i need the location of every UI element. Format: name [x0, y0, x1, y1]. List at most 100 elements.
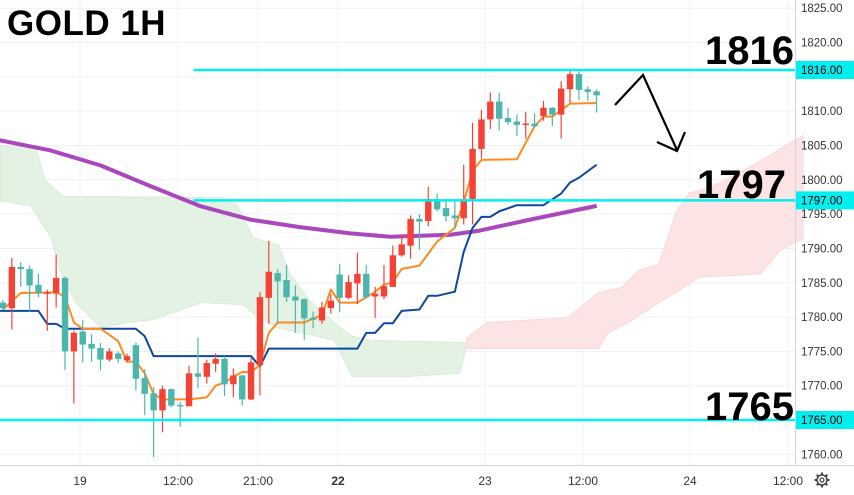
- candle-body: [398, 244, 405, 256]
- candle: [283, 264, 290, 302]
- price-badge-label: 1816.00: [801, 65, 843, 77]
- candle-body: [425, 199, 432, 221]
- candle-body: [371, 293, 379, 297]
- candle-body: [97, 347, 104, 360]
- candle-body: [88, 343, 95, 349]
- candle-body: [141, 378, 148, 394]
- candle-body: [239, 375, 246, 400]
- candle: [549, 107, 556, 127]
- candle-body: [150, 393, 157, 411]
- candle: [495, 92, 503, 131]
- x-tick-label: 24: [683, 474, 697, 488]
- y-tick-label: 1790.00: [801, 243, 843, 255]
- candle-body: [114, 353, 122, 359]
- candle-body: [451, 215, 459, 219]
- candle-body: [460, 199, 467, 219]
- candle-body: [177, 404, 184, 407]
- y-tick-label: 1825.00: [801, 3, 843, 15]
- candle: [61, 276, 69, 370]
- candle: [8, 258, 16, 330]
- cloud-bullish: [0, 145, 467, 378]
- x-tick-label: 23: [478, 474, 492, 488]
- candle-body: [495, 101, 503, 119]
- candle: [398, 234, 405, 257]
- candle-body: [327, 300, 335, 309]
- candle-body: [79, 331, 86, 345]
- candle-body: [487, 101, 494, 120]
- candle: [185, 365, 193, 407]
- arrow-path: [614, 73, 679, 151]
- candle: [150, 387, 157, 458]
- y-tick-label: 1760.00: [801, 449, 843, 461]
- candle: [363, 264, 370, 299]
- candle: [168, 388, 175, 407]
- candle-body: [336, 274, 343, 298]
- chart-title: GOLD 1H: [7, 4, 167, 43]
- candle: [26, 265, 33, 312]
- candle: [531, 113, 538, 128]
- candles: [0, 70, 600, 458]
- x-tick-label: 19: [73, 474, 87, 488]
- y-tick-label: 1800.00: [801, 175, 843, 187]
- candle-body: [309, 317, 317, 320]
- x-tick-label: 22: [331, 474, 345, 488]
- price-badge: [796, 61, 854, 79]
- candle: [425, 186, 432, 227]
- y-tick-label: 1785.00: [801, 278, 843, 290]
- candle-body: [531, 123, 538, 127]
- candle: [593, 89, 600, 113]
- candle: [221, 356, 228, 396]
- y-tick-label: 1805.00: [801, 140, 843, 152]
- candle-body: [566, 74, 574, 90]
- y-tick-label: 1810.00: [801, 106, 843, 118]
- candle-body: [557, 88, 565, 115]
- level-label-1797: 1797: [697, 163, 786, 207]
- candle: [371, 286, 379, 318]
- candle: [247, 358, 255, 401]
- candle-body: [265, 271, 272, 298]
- price-badge: [796, 411, 854, 430]
- candle: [478, 109, 485, 159]
- arrow-head: [656, 131, 687, 153]
- candle: [132, 342, 140, 391]
- moving-average-line: [0, 138, 598, 239]
- candle: [114, 351, 122, 364]
- candle: [522, 111, 529, 139]
- candle-body: [442, 207, 450, 217]
- y-tick-label: 1795.00: [801, 209, 843, 221]
- candle-body: [318, 307, 326, 321]
- candle: [265, 240, 272, 324]
- y-tick-label: 1775.00: [801, 346, 843, 358]
- candle-body: [17, 266, 24, 270]
- candle-body: [549, 107, 556, 115]
- candle-body: [221, 358, 228, 385]
- candle: [212, 353, 219, 372]
- candle: [97, 343, 104, 371]
- candle: [256, 292, 264, 396]
- candle: [584, 86, 591, 101]
- candle: [0, 299, 7, 311]
- candle: [17, 262, 24, 287]
- candle: [44, 289, 51, 331]
- candle: [451, 199, 459, 228]
- tenkan-line: [2, 101, 597, 401]
- candle: [575, 70, 583, 101]
- candle-body: [469, 148, 476, 200]
- candle: [504, 107, 512, 125]
- candle-body: [593, 91, 600, 96]
- x-tick-label: 12:00: [773, 474, 803, 488]
- gear-icon[interactable]: [814, 472, 830, 488]
- candle: [70, 330, 78, 404]
- candle: [566, 70, 574, 103]
- candle: [557, 80, 565, 139]
- candle-body: [8, 266, 16, 309]
- kijun-line: [0, 163, 598, 368]
- candle: [327, 293, 335, 314]
- price-badge: [796, 191, 854, 210]
- candle-body: [203, 363, 210, 377]
- candle-body: [247, 362, 255, 400]
- candle-body: [256, 297, 264, 366]
- time-axis[interactable]: 19 12:00 21:00 22 23 12:00 24 12:00: [0, 465, 854, 489]
- price-axis[interactable]: 1760.00 1770.00 1775.00 1780.00 1785.00 1790.…: [795, 0, 854, 465]
